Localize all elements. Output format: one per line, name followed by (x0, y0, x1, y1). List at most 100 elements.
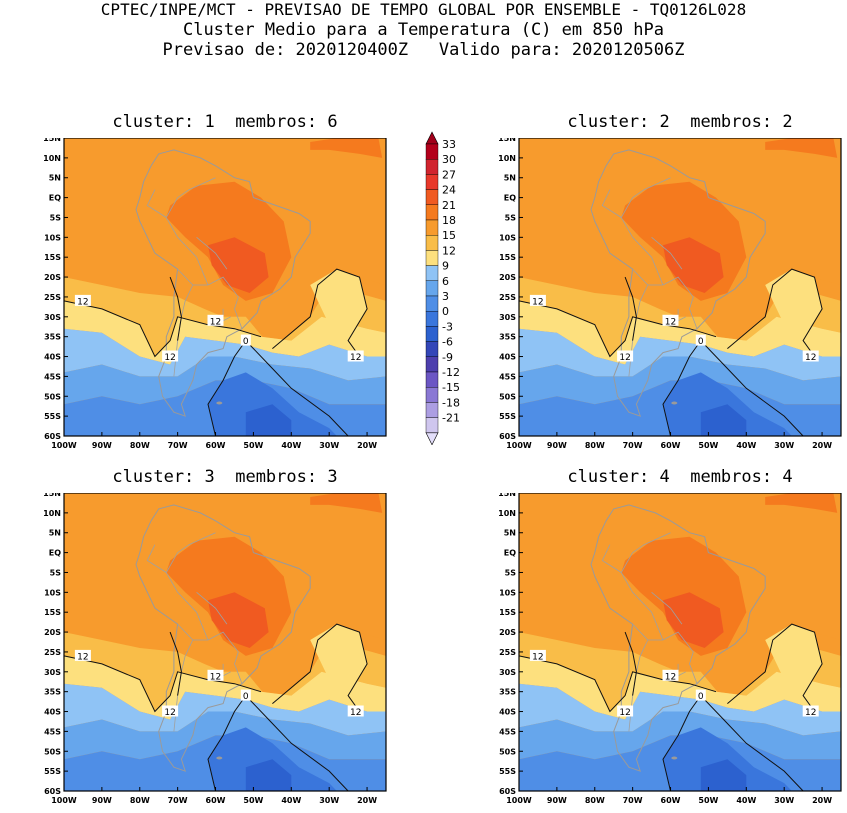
lon-label-50W: 50W (698, 441, 718, 450)
isoline-12-west (518, 300, 717, 358)
temp-region-warm-tongue-atlantic (765, 269, 823, 341)
lon-label-30W: 30W (774, 796, 794, 805)
temp-region-ne-patch-18-21 (765, 138, 838, 158)
lon-label-100W: 100W (506, 796, 532, 805)
lon-label-80W: 80W (130, 441, 150, 450)
lat-label-45S: 45S (499, 727, 516, 736)
lon-label-40W: 40W (736, 796, 756, 805)
lat-label-40S: 40S (499, 353, 516, 362)
lat-label-30S: 30S (499, 668, 516, 677)
lat-label-50S: 50S (44, 392, 61, 401)
lat-label-10N: 10N (43, 154, 61, 163)
lat-label-5N: 5N (49, 529, 61, 538)
lat-label-35S: 35S (499, 688, 516, 697)
header-line-3: Previsao de: 2020120400Z Valido para: 20… (162, 40, 685, 60)
lat-label-45S: 45S (44, 727, 61, 736)
contour-label-bg (662, 314, 679, 326)
contour-label-c12b: 12 (210, 317, 221, 327)
lat-label-45S: 45S (499, 372, 516, 381)
lat-label-25S: 25S (499, 648, 516, 657)
lat-label-5N: 5N (504, 529, 516, 538)
panel-title-3: cluster: 3 membros: 3 (112, 467, 338, 487)
falkland-islands (216, 401, 223, 405)
lat-label-15S: 15S (499, 253, 516, 262)
lon-label-90W: 90W (547, 441, 567, 450)
lat-label-25S: 25S (499, 293, 516, 302)
header-line-1: CPTEC/INPE/MCT - PREVISAO DE TEMPO GLOBA… (100, 0, 747, 19)
contour-label-bg (207, 669, 224, 681)
lat-label-40S: 40S (44, 353, 61, 362)
colorbar-swatch-14 (425, 341, 439, 358)
colorbar-swatch-12 (425, 310, 439, 327)
country-border-3 (651, 236, 683, 270)
coastline-south-america (590, 149, 766, 417)
temp-region-warm-core-21-24 (208, 592, 269, 648)
lat-label-5S: 5S (505, 214, 517, 223)
coastline-south-america (135, 504, 311, 772)
isoline-12-atlantic (272, 268, 368, 357)
country-border-5 (601, 189, 622, 218)
contour-label-c12c: 12 (164, 353, 175, 363)
lon-label-60W: 60W (206, 441, 226, 450)
colorbar-label-18: 18 (442, 214, 456, 227)
lat-label-20S: 20S (44, 628, 61, 637)
lat-label-10S: 10S (44, 588, 61, 597)
lat-label-55S: 55S (44, 767, 61, 776)
lon-label-70W: 70W (623, 796, 643, 805)
country-border-3 (651, 591, 683, 625)
map-frame (63, 138, 387, 437)
contour-label-bg (240, 334, 251, 346)
contour-label-c12b: 12 (665, 672, 676, 682)
contour-label-c0: 0 (698, 692, 704, 702)
contour-label-bg (695, 689, 706, 701)
temp-region-band-minus6-minus3 (700, 759, 747, 791)
colorbar-swatch-6 (425, 219, 439, 236)
lon-label-20W: 20W (357, 796, 377, 805)
country-border-3 (196, 591, 228, 625)
contour-label-c12d: 12 (350, 708, 361, 718)
lat-label-20S: 20S (499, 628, 516, 637)
lon-label-100W: 100W (51, 441, 77, 450)
lat-label-35S: 35S (44, 688, 61, 697)
lat-label-20S: 20S (499, 273, 516, 282)
contour-label-c0: 0 (243, 692, 249, 702)
lat-label-10N: 10N (498, 154, 516, 163)
falkland-islands (671, 756, 678, 760)
isoline-12-andes (169, 276, 182, 341)
lat-label-25S: 25S (44, 293, 61, 302)
lat-label-EQ: EQ (49, 194, 61, 203)
lat-label-10N: 10N (43, 509, 61, 518)
contour-label-c12a: 12 (77, 297, 88, 307)
lat-label-35S: 35S (44, 333, 61, 342)
temp-region-band-minus6-minus3 (245, 404, 292, 436)
temp-region-band-12-15 (64, 632, 386, 712)
panel-title-2: cluster: 2 membros: 2 (567, 112, 793, 132)
contour-label-c0: 0 (243, 337, 249, 347)
temp-region-ne-patch-18-21 (310, 138, 383, 158)
contour-label-c12b: 12 (210, 672, 221, 682)
isoline-12-andes (169, 631, 182, 696)
lon-label-20W: 20W (812, 796, 832, 805)
temp-region-warm-tongue-atlantic (310, 269, 368, 341)
lon-label-90W: 90W (92, 796, 112, 805)
lon-label-70W: 70W (623, 441, 643, 450)
cluster-map-4: 12 12 12 12 0 15N 10N 5N EQ 5S 10S 15S 20S 25S 30S 35S 4… (498, 493, 842, 805)
colorbar-swatch-7 (425, 234, 439, 251)
contour-label-bg (529, 649, 546, 661)
lon-label-70W: 70W (168, 796, 188, 805)
contour-label-c12d: 12 (805, 353, 816, 363)
contour-label-bg (240, 689, 251, 701)
temp-region-warm-core-21-24 (663, 237, 724, 293)
contour-label-c12d: 12 (805, 708, 816, 718)
contour-label-bg (207, 314, 224, 326)
contour-label-c12c: 12 (619, 708, 630, 718)
lat-label-10S: 10S (44, 233, 61, 242)
lat-label-20S: 20S (44, 273, 61, 282)
colorbar-label-12: 12 (442, 244, 456, 257)
contour-label-c12a: 12 (532, 297, 543, 307)
contour-label-bg (347, 350, 364, 362)
lat-label-15N: 15N (498, 138, 516, 143)
lon-label-100W: 100W (51, 796, 77, 805)
lon-label-70W: 70W (168, 441, 188, 450)
